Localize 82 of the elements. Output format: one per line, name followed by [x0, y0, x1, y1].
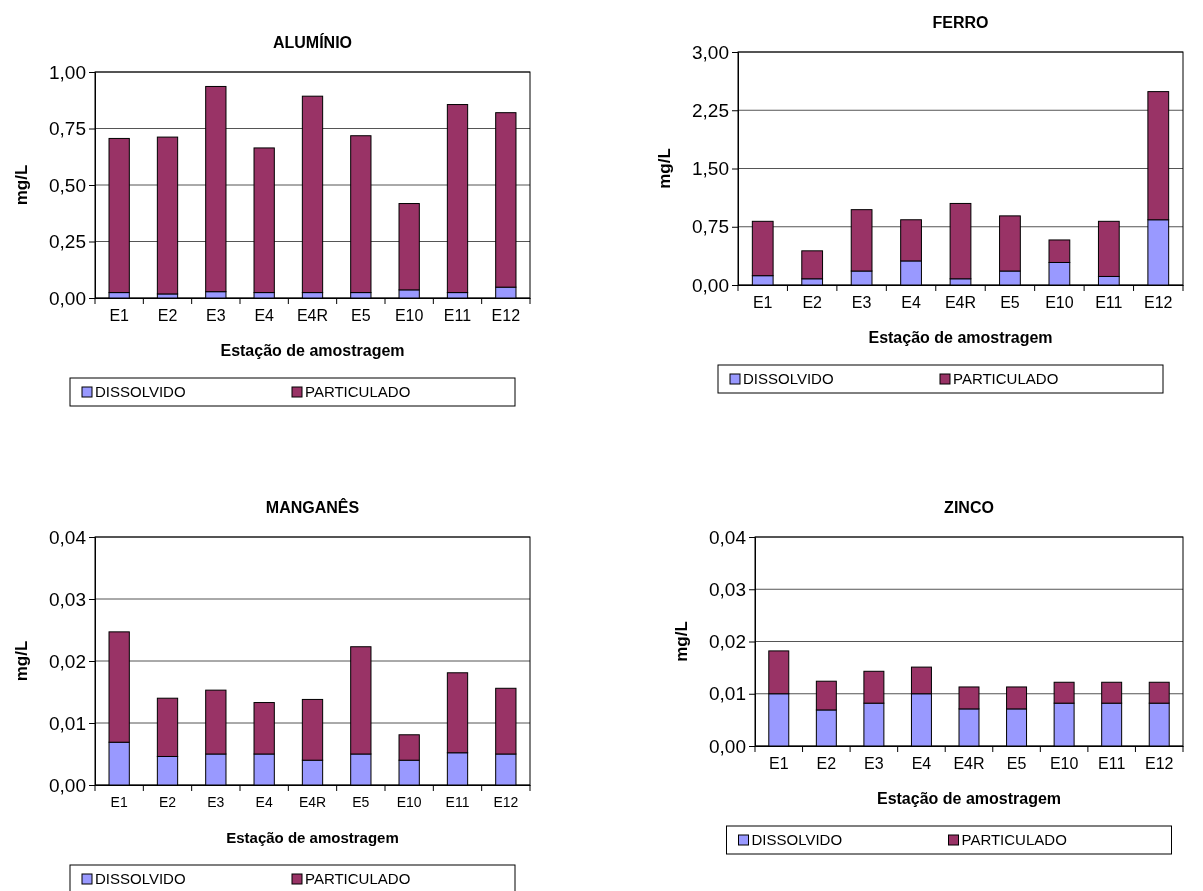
- x-axis-title: Estação de amostragem: [868, 329, 1053, 346]
- y-tick-label: 0,00: [709, 735, 746, 757]
- y-tick-label: 0,03: [49, 588, 86, 610]
- x-tick-label: E2: [158, 793, 177, 810]
- x-tick-label: E2: [802, 294, 823, 312]
- chart-title: ZINCO: [944, 499, 994, 516]
- y-tick-label: 1,50: [692, 158, 729, 180]
- x-tick-label: E3: [851, 294, 872, 312]
- x-tick-label: E11: [445, 793, 470, 810]
- x-tick-label: E1: [768, 755, 789, 773]
- legend-label: PARTICULADO: [305, 383, 411, 401]
- x-tick-label: E4R: [296, 307, 329, 325]
- chart-title: ALUMÍNIO: [272, 33, 353, 51]
- legend-label: PARTICULADO: [961, 831, 1067, 849]
- legend-label: DISSOLVIDO: [95, 870, 186, 888]
- y-tick-label: 0,75: [692, 216, 729, 238]
- bar: [446, 104, 469, 294]
- x-tick-label: E11: [443, 307, 472, 325]
- y-tick-label: 0,00: [49, 287, 86, 309]
- y-axis-title: mg/L: [12, 640, 31, 682]
- y-tick-label: 0,50: [49, 174, 86, 196]
- bar: [156, 136, 179, 295]
- x-tick-label: E1: [110, 793, 128, 810]
- x-axis-title: Estação de amostragem: [876, 790, 1062, 807]
- x-tick-label: E11: [1095, 294, 1123, 312]
- y-tick-label: 0,03: [709, 578, 746, 600]
- y-tick-label: 0,04: [49, 526, 87, 548]
- x-tick-label: E2: [816, 755, 837, 773]
- legend-label: DISSOLVIDO: [751, 831, 843, 849]
- x-tick-label: E12: [1144, 294, 1173, 312]
- y-tick-label: 0,01: [709, 683, 746, 705]
- x-tick-label: E2: [157, 307, 178, 325]
- legend-label: PARTICULADO: [953, 370, 1059, 388]
- y-tick-label: 1,00: [49, 61, 86, 83]
- x-tick-label: E5: [1006, 755, 1027, 773]
- y-tick-label: 0,02: [709, 631, 746, 653]
- x-tick-label: E4: [255, 793, 273, 810]
- x-tick-label: E11: [1098, 755, 1126, 773]
- x-tick-label: E4: [911, 755, 932, 773]
- x-tick-label: E4R: [953, 755, 985, 773]
- y-axis-title: mg/L: [672, 621, 691, 662]
- x-tick-label: E3: [864, 755, 884, 773]
- x-tick-label: E3: [206, 307, 226, 325]
- y-tick-label: 3,00: [692, 41, 729, 63]
- x-tick-label: E10: [1049, 755, 1079, 773]
- x-tick-label: E5: [352, 793, 370, 810]
- x-tick-label: E4R: [944, 294, 977, 312]
- x-axis-title: Estação de amostragem: [220, 342, 405, 359]
- x-tick-label: E10: [1045, 294, 1074, 312]
- y-axis-title: mg/L: [12, 164, 31, 206]
- y-tick-label: 0,25: [49, 231, 86, 253]
- x-tick-label: E5: [351, 307, 371, 325]
- legend-label: DISSOLVIDO: [743, 370, 834, 388]
- x-tick-label: E10: [396, 793, 422, 810]
- bar: [301, 95, 324, 294]
- x-tick-label: E4: [901, 294, 921, 312]
- y-tick-label: 0,02: [49, 650, 86, 672]
- y-tick-label: 0,01: [49, 712, 86, 734]
- chart-title: MANGANÊS: [265, 498, 360, 516]
- x-tick-label: E4: [254, 307, 275, 325]
- x-tick-label: E12: [493, 793, 519, 810]
- y-tick-label: 0,00: [49, 774, 86, 796]
- x-axis-title: Estação de amostragem: [226, 829, 399, 846]
- y-tick-label: 0,75: [49, 118, 86, 140]
- y-tick-label: 0,00: [692, 274, 729, 296]
- x-tick-label: E3: [207, 793, 225, 810]
- x-tick-label: E5: [1000, 294, 1020, 312]
- bar: [253, 147, 275, 294]
- x-tick-label: E4R: [298, 793, 327, 810]
- bar: [108, 137, 130, 294]
- y-axis-title: mg/L: [655, 148, 674, 189]
- x-tick-label: E10: [394, 307, 424, 325]
- bar: [350, 135, 372, 294]
- x-tick-label: E12: [491, 307, 521, 325]
- x-tick-label: E1: [752, 294, 773, 312]
- legend-label: DISSOLVIDO: [95, 383, 186, 401]
- legend-label: PARTICULADO: [305, 870, 411, 888]
- chart-title: FERRO: [932, 14, 989, 31]
- x-tick-label: E12: [1144, 755, 1174, 773]
- y-tick-label: 0,04: [709, 526, 747, 548]
- y-tick-label: 2,25: [692, 99, 729, 121]
- x-tick-label: E1: [109, 307, 130, 325]
